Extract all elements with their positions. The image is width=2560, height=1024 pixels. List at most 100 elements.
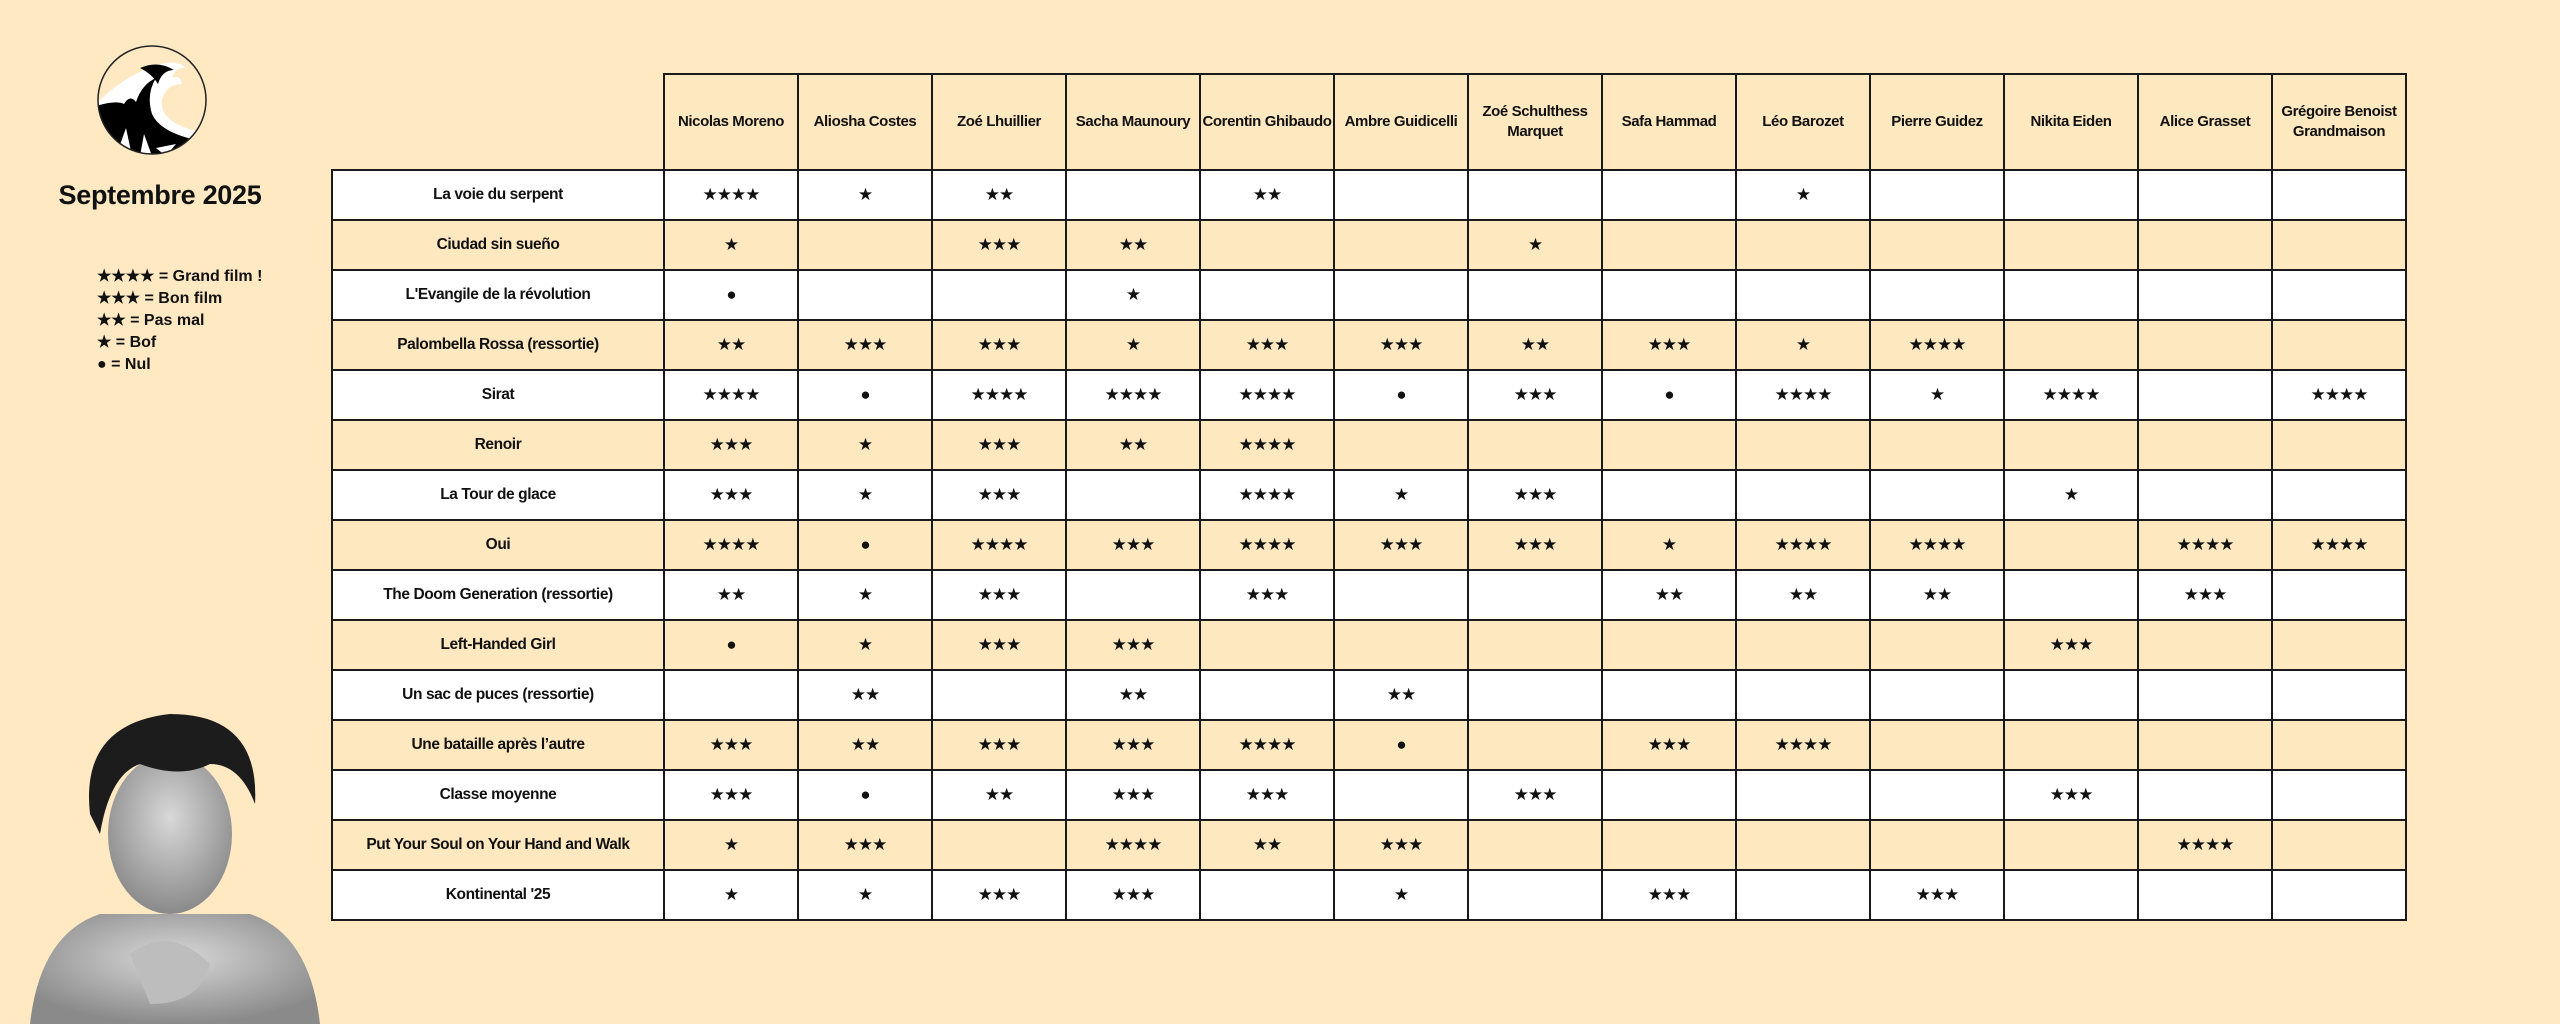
rating-cell [1735, 269, 1871, 321]
rating-cell: ★★★ [797, 319, 933, 371]
legend-label: = Grand film ! [158, 268, 263, 285]
rating-cell [2003, 569, 2139, 621]
rating-cell [1199, 219, 1335, 271]
rating-cell [1601, 669, 1737, 721]
rating-cell: ● [663, 619, 799, 671]
rating-cell: ★ [1065, 319, 1201, 371]
legend-label: = Bof [115, 334, 157, 351]
rating-cell [1065, 469, 1201, 521]
rating-cell [1601, 619, 1737, 671]
rating-cell [2271, 819, 2407, 871]
critic-header: Sacha Maunoury [1065, 73, 1201, 171]
critic-header: Zoé Schulthess Marquet [1467, 73, 1603, 171]
rating-legend: ★★★★ = Grand film ! ★★★ = Bon film ★★ = … [97, 266, 262, 376]
rating-cell: ★★★★ [1735, 719, 1871, 771]
rating-cell: ★★★ [1601, 869, 1737, 921]
rating-cell [2003, 819, 2139, 871]
film-title: La voie du serpent [331, 169, 665, 221]
rating-cell [1869, 819, 2005, 871]
legend-symbol: ★★★★ [97, 268, 155, 285]
rating-cell [2271, 169, 2407, 221]
rating-cell [1467, 719, 1603, 771]
rating-cell [1601, 169, 1737, 221]
table-row: Classe moyenne ★★★ ● ★★ ★★★ ★★★ ★★★ ★★★ [331, 769, 2407, 821]
rating-cell: ★ [797, 419, 933, 471]
film-title: Un sac de puces (ressortie) [331, 669, 665, 721]
rating-cell: ● [1333, 369, 1469, 421]
rating-cell: ★★★★ [2137, 819, 2273, 871]
rating-cell [1735, 419, 1871, 471]
rating-cell: ★★★ [931, 619, 1067, 671]
rating-cell [1333, 219, 1469, 271]
rating-cell: ★★★★ [1199, 719, 1335, 771]
rating-cell: ★★ [1065, 669, 1201, 721]
rating-cell [1869, 169, 2005, 221]
rating-cell [2003, 519, 2139, 571]
rating-cell: ★★ [663, 319, 799, 371]
rating-cell: ★★★ [931, 219, 1067, 271]
rating-cell: ★★ [797, 719, 933, 771]
legend-label: = Pas mal [130, 312, 205, 329]
rating-cell: ★★★ [797, 819, 933, 871]
critic-header: Corentin Ghibaudo [1199, 73, 1335, 171]
rating-cell: ★★★★ [1199, 519, 1335, 571]
legend-symbol: ● [97, 356, 107, 373]
rating-cell: ★★★ [1065, 519, 1201, 571]
rating-cell: ● [797, 519, 933, 571]
rating-cell [1735, 619, 1871, 671]
rating-cell [1869, 769, 2005, 821]
rating-cell: ★ [663, 819, 799, 871]
film-title: Renoir [331, 419, 665, 471]
critic-header: Léo Barozet [1735, 73, 1871, 171]
film-title: Left-Handed Girl [331, 619, 665, 671]
rating-cell: ★★★★ [663, 169, 799, 221]
rating-cell: ★★★ [1601, 319, 1737, 371]
great-wave-logo-icon [97, 45, 207, 155]
rating-cell: ★★★★ [663, 369, 799, 421]
critic-header: Ambre Guidicelli [1333, 73, 1469, 171]
legend-label: = Bon film [144, 290, 223, 307]
rating-cell [1333, 619, 1469, 671]
rating-cell [2003, 669, 2139, 721]
table-row: Palombella Rossa (ressortie) ★★ ★★★ ★★★ ★ ★★★… [331, 319, 2407, 371]
rating-cell [1601, 469, 1737, 521]
rating-cell [1869, 669, 2005, 721]
rating-cell [1869, 469, 2005, 521]
rating-cell: ★★★ [1467, 469, 1603, 521]
rating-cell [1199, 269, 1335, 321]
legend-item: ★ = Bof [97, 332, 262, 354]
rating-cell: ★ [1869, 369, 2005, 421]
rating-cell: ★ [1735, 169, 1871, 221]
legend-symbol: ★ [97, 334, 112, 351]
rating-cell [1467, 819, 1603, 871]
table-row: Put Your Soul on Your Hand and Walk ★ ★★★ ★… [331, 819, 2407, 871]
rating-cell [1869, 269, 2005, 321]
rating-cell [2271, 269, 2407, 321]
rating-cell [2137, 419, 2273, 471]
rating-cell [2137, 619, 2273, 671]
rating-cell [1333, 269, 1469, 321]
rating-cell [2003, 269, 2139, 321]
rating-cell [2137, 269, 2273, 321]
rating-cell: ★★★ [663, 419, 799, 471]
table-row: Une bataille après l’autre ★★★ ★★ ★★★ ★★★ ★★★… [331, 719, 2407, 771]
rating-cell [2137, 219, 2273, 271]
rating-cell [2271, 869, 2407, 921]
rating-cell [2137, 869, 2273, 921]
legend-item: ★★★ = Bon film [97, 288, 262, 310]
rating-cell [1467, 569, 1603, 621]
rating-cell: ★★★ [1467, 769, 1603, 821]
rating-cell [1333, 169, 1469, 221]
rating-cell: ★★★★ [663, 519, 799, 571]
rating-cell [2003, 219, 2139, 271]
rating-cell [1601, 819, 1737, 871]
rating-cell [797, 219, 933, 271]
rating-cell: ★ [1333, 869, 1469, 921]
critic-header: Grégoire Benoist Grandmaison [2271, 73, 2407, 171]
rating-cell: ★★★ [1065, 719, 1201, 771]
rating-cell [1467, 419, 1603, 471]
rating-cell [1065, 169, 1201, 221]
table-row: Sirat ★★★★ ● ★★★★ ★★★★ ★★★★ ● ★★★ ● ★★★★ ★ ★★★★ ★★★★ [331, 369, 2407, 421]
rating-cell: ★★★★ [2003, 369, 2139, 421]
rating-cell: ★★★ [2003, 769, 2139, 821]
